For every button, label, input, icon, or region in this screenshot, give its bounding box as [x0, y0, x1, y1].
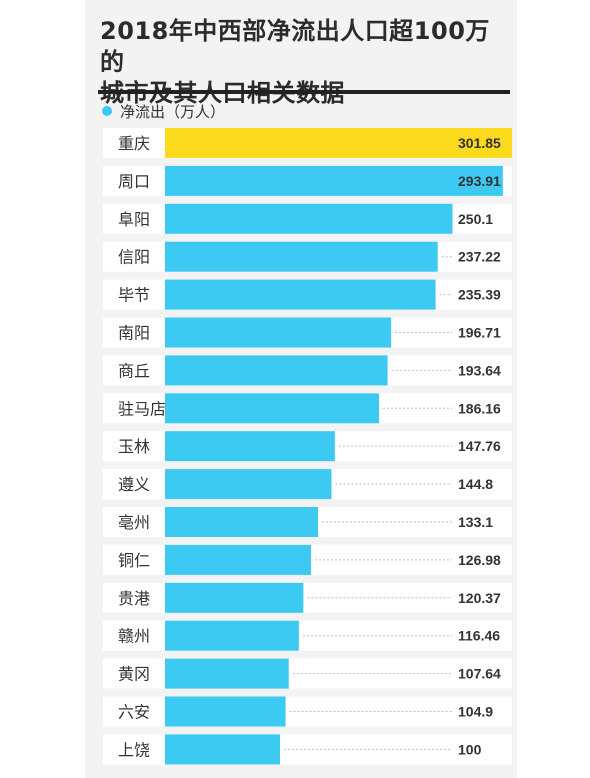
category-label: 上饶	[118, 740, 150, 759]
value-label: 186.16	[458, 400, 501, 416]
value-label: 235.39	[458, 287, 501, 303]
category-label: 六安	[118, 703, 150, 722]
bar-遵义	[165, 469, 332, 500]
value-label: 301.85	[458, 135, 501, 151]
chart-title: 2018年中西部净流出人口超100万的 城市及其人口相关数据	[100, 16, 510, 109]
title-divider	[98, 90, 510, 94]
value-label: 133.1	[458, 514, 493, 530]
bar-黄冈	[165, 658, 289, 689]
category-label: 周口	[118, 172, 150, 191]
category-label: 重庆	[118, 134, 150, 153]
chart-title-line-1: 2018年中西部净流出人口超100万的	[100, 17, 490, 76]
value-label: 120.37	[458, 590, 501, 606]
value-label: 100	[458, 741, 482, 757]
value-label: 126.98	[458, 552, 501, 568]
bar-阜阳	[165, 203, 453, 234]
legend-swatch	[102, 106, 112, 116]
value-label: 104.9	[458, 704, 493, 720]
value-label: 293.91	[458, 173, 501, 189]
category-label: 阜阳	[118, 210, 150, 229]
value-label: 147.76	[458, 438, 501, 454]
bar-信阳	[165, 241, 438, 272]
category-label: 赣州	[118, 627, 150, 646]
value-label: 144.8	[458, 476, 493, 492]
category-label: 信阳	[118, 248, 150, 267]
bar-商丘	[165, 355, 388, 386]
bar-重庆	[165, 128, 512, 158]
chart-legend: 净流出（万人）	[102, 99, 225, 123]
value-label: 196.71	[458, 325, 501, 341]
category-label: 商丘	[118, 361, 150, 380]
category-label: 南阳	[118, 324, 150, 343]
value-label: 250.1	[458, 211, 493, 227]
category-label: 亳州	[118, 513, 150, 532]
bar-驻马店	[165, 393, 380, 424]
bar-上饶	[165, 734, 280, 765]
bar-贵港	[165, 582, 304, 613]
category-label: 驻马店	[118, 399, 166, 418]
value-label: 107.64	[458, 666, 501, 682]
bar-赣州	[165, 620, 299, 651]
bar-亳州	[165, 507, 319, 537]
bar-铜仁	[165, 544, 311, 575]
category-label: 铜仁	[118, 551, 150, 570]
bar-毕节	[165, 279, 436, 310]
bar-六安	[165, 696, 286, 727]
bar-南阳	[165, 317, 392, 348]
value-label: 237.22	[458, 249, 501, 265]
category-label: 贵港	[118, 589, 150, 608]
category-label: 玉林	[118, 437, 150, 456]
bar-周口	[165, 165, 503, 196]
category-label: 遵义	[118, 475, 150, 494]
category-label: 黄冈	[118, 665, 150, 684]
row-background	[103, 734, 512, 765]
bar-玉林	[165, 431, 335, 462]
value-label: 193.64	[458, 362, 501, 378]
legend-label: 净流出（万人）	[120, 102, 226, 121]
category-label: 毕节	[118, 286, 150, 305]
value-label: 116.46	[458, 628, 500, 644]
